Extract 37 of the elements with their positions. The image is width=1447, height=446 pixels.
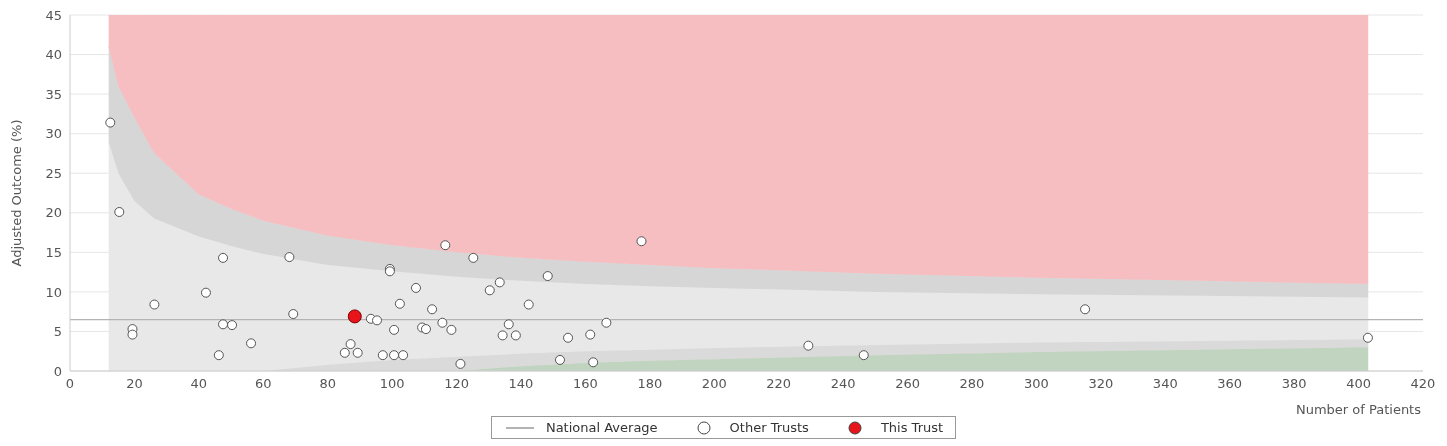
x-tick-label: 0 bbox=[65, 376, 75, 392]
y-tick-label: 35 bbox=[45, 86, 62, 102]
x-tick-label: 300 bbox=[1024, 376, 1049, 392]
x-tick-label: 40 bbox=[190, 376, 208, 392]
x-tick-label: 100 bbox=[379, 376, 405, 392]
y-tick-label: 40 bbox=[45, 47, 62, 63]
x-tick-label: 400 bbox=[1346, 376, 1371, 392]
x-tick-label: 280 bbox=[959, 376, 985, 392]
legend-label: National Average bbox=[545, 420, 658, 435]
x-tick-label: 220 bbox=[766, 376, 792, 392]
y-tick-label: 0 bbox=[53, 363, 62, 379]
x-tick-label: 340 bbox=[1152, 376, 1178, 392]
y-tick-label: 15 bbox=[45, 244, 62, 260]
x-tick-label: 380 bbox=[1281, 376, 1307, 392]
y-tick-label: 10 bbox=[45, 284, 62, 300]
legend-label: Other Trusts bbox=[729, 420, 809, 435]
x-tick-label: 60 bbox=[255, 376, 272, 392]
x-tick-label: 320 bbox=[1088, 376, 1114, 392]
x-tick-label: 160 bbox=[573, 376, 598, 392]
x-axis-title: Number of Patients bbox=[1295, 402, 1422, 417]
x-tick-label: 360 bbox=[1217, 376, 1243, 392]
x-tick-label: 200 bbox=[701, 376, 727, 392]
y-tick-label: 45 bbox=[45, 7, 62, 23]
x-tick-label: 140 bbox=[508, 376, 534, 392]
x-tick-label: 180 bbox=[637, 376, 663, 392]
x-tick-label: 80 bbox=[319, 376, 336, 392]
x-tick-label: 240 bbox=[830, 376, 856, 392]
y-tick-label: 25 bbox=[45, 165, 62, 181]
y-axis-title: Adjusted Outcome (%) bbox=[8, 119, 24, 267]
x-tick-label: 420 bbox=[1410, 376, 1436, 392]
x-tick-label: 120 bbox=[444, 376, 469, 392]
x-tick-label: 20 bbox=[126, 376, 143, 392]
y-tick-label: 30 bbox=[45, 126, 62, 142]
x-tick-label: 260 bbox=[895, 376, 920, 392]
y-tick-label: 5 bbox=[53, 324, 62, 340]
y-tick-label: 20 bbox=[45, 205, 62, 221]
legend-label: This Trust bbox=[880, 420, 944, 435]
